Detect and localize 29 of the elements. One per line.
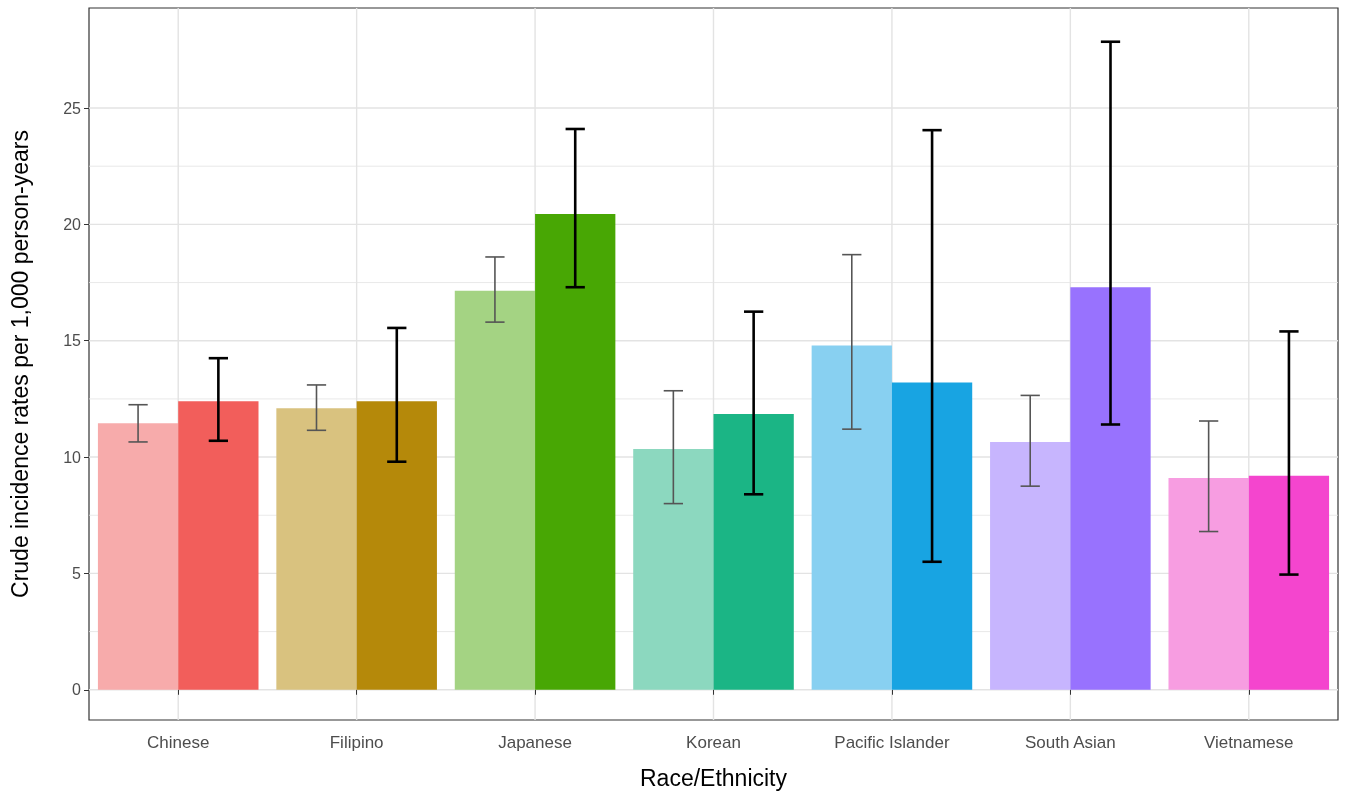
x-tick-label: Japanese [498,733,572,752]
y-tick-label: 0 [72,681,82,699]
x-tick-label: South Asian [1024,733,1116,752]
bar [990,441,1071,690]
y-tick-label: 25 [63,99,82,117]
bar [633,448,714,690]
x-tick-label: Pacific Islander [834,733,950,752]
bar [356,401,437,690]
x-tick-label: Filipino [329,733,384,752]
bar [178,401,259,690]
x-tick-label: Chinese [147,733,210,752]
x-axis-title: Race/Ethnicity [639,764,788,791]
bar [891,382,973,690]
y-tick-label: 20 [63,215,82,233]
bar [454,290,536,690]
y-tick-label: 5 [72,564,82,582]
x-tick-label: Vietnamese [1204,733,1294,752]
y-tick-label: 10 [63,448,82,466]
bar [276,408,357,690]
x-tick-label: Korean [686,733,741,752]
y-axis-title: Crude incidence rates per 1,000 person-years [6,130,33,598]
bar [1248,475,1330,690]
bar [535,213,616,690]
bar [811,345,892,690]
bar [97,423,179,690]
bar [1168,478,1249,690]
bar [1070,287,1151,690]
bar [713,414,794,690]
y-tick-label: 15 [63,332,82,350]
